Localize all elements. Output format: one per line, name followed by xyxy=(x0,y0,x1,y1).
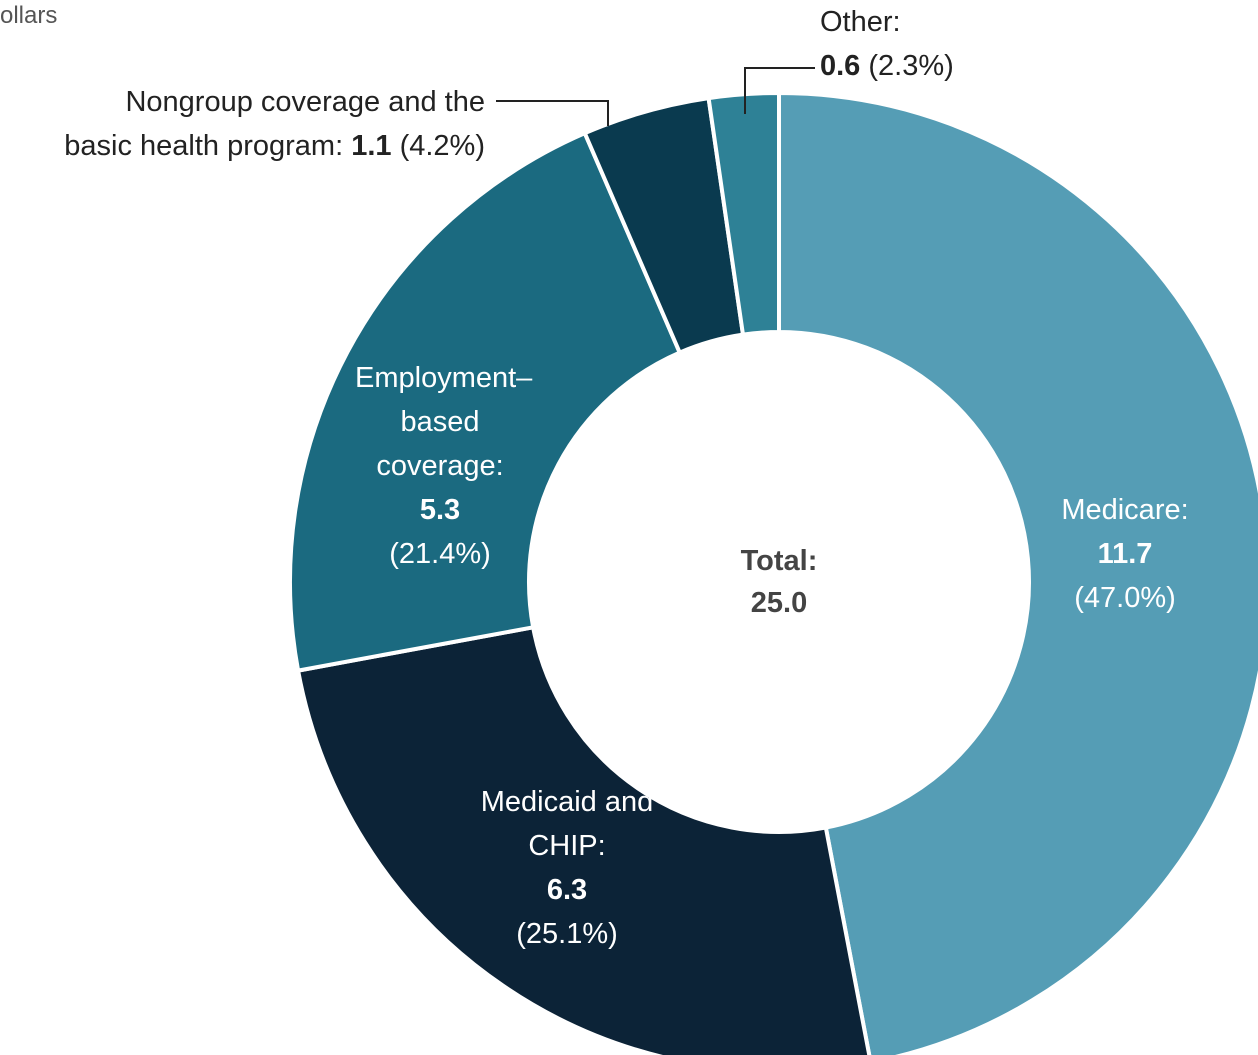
category-name: Employment–based coverage: xyxy=(355,362,533,482)
value-label: 6.3 xyxy=(546,874,588,906)
subtitle: ollars xyxy=(0,2,58,29)
value-label: 5.3 xyxy=(419,494,461,526)
leader-line xyxy=(744,67,815,114)
leader-line xyxy=(496,100,609,126)
slice-label: Medicare: 11.7 (47.0%) xyxy=(1025,488,1225,620)
category-name: Other: xyxy=(820,6,901,38)
category-name: Medicare: xyxy=(1061,494,1189,526)
value-label: 11.7 xyxy=(1097,538,1153,570)
slice-label: Nongroup coverage and the basic health p… xyxy=(10,80,485,168)
slice-label: Medicaid and CHIP: 6.3 (25.1%) xyxy=(467,780,667,956)
share-label: (21.4%) xyxy=(389,538,491,570)
share-label: (25.1%) xyxy=(516,918,618,950)
center-label: Total: xyxy=(740,545,818,577)
value-label: 0.6 xyxy=(820,50,861,82)
total-value: 25.0 xyxy=(750,587,808,619)
wedge xyxy=(706,90,781,337)
wedge xyxy=(777,90,1258,1055)
total-block: Total: 25.0 xyxy=(679,540,879,624)
slice-label: Other: 0.6 (2.3%) xyxy=(820,0,1020,88)
value-line: 0.6 (2.3%) xyxy=(820,44,1020,88)
wedge xyxy=(288,130,683,673)
category-name: Medicaid and CHIP: xyxy=(480,786,654,862)
category-name: Nongroup coverage and the basic health p… xyxy=(64,86,485,162)
slice-label: Employment–based coverage: 5.3 (21.4%) xyxy=(355,356,533,576)
share-label: (4.2%) xyxy=(399,130,485,162)
value-label: 1.1 xyxy=(351,130,392,162)
wedge xyxy=(295,624,872,1055)
share-label: (2.3%) xyxy=(868,50,954,82)
share-label: (47.0%) xyxy=(1074,582,1176,614)
